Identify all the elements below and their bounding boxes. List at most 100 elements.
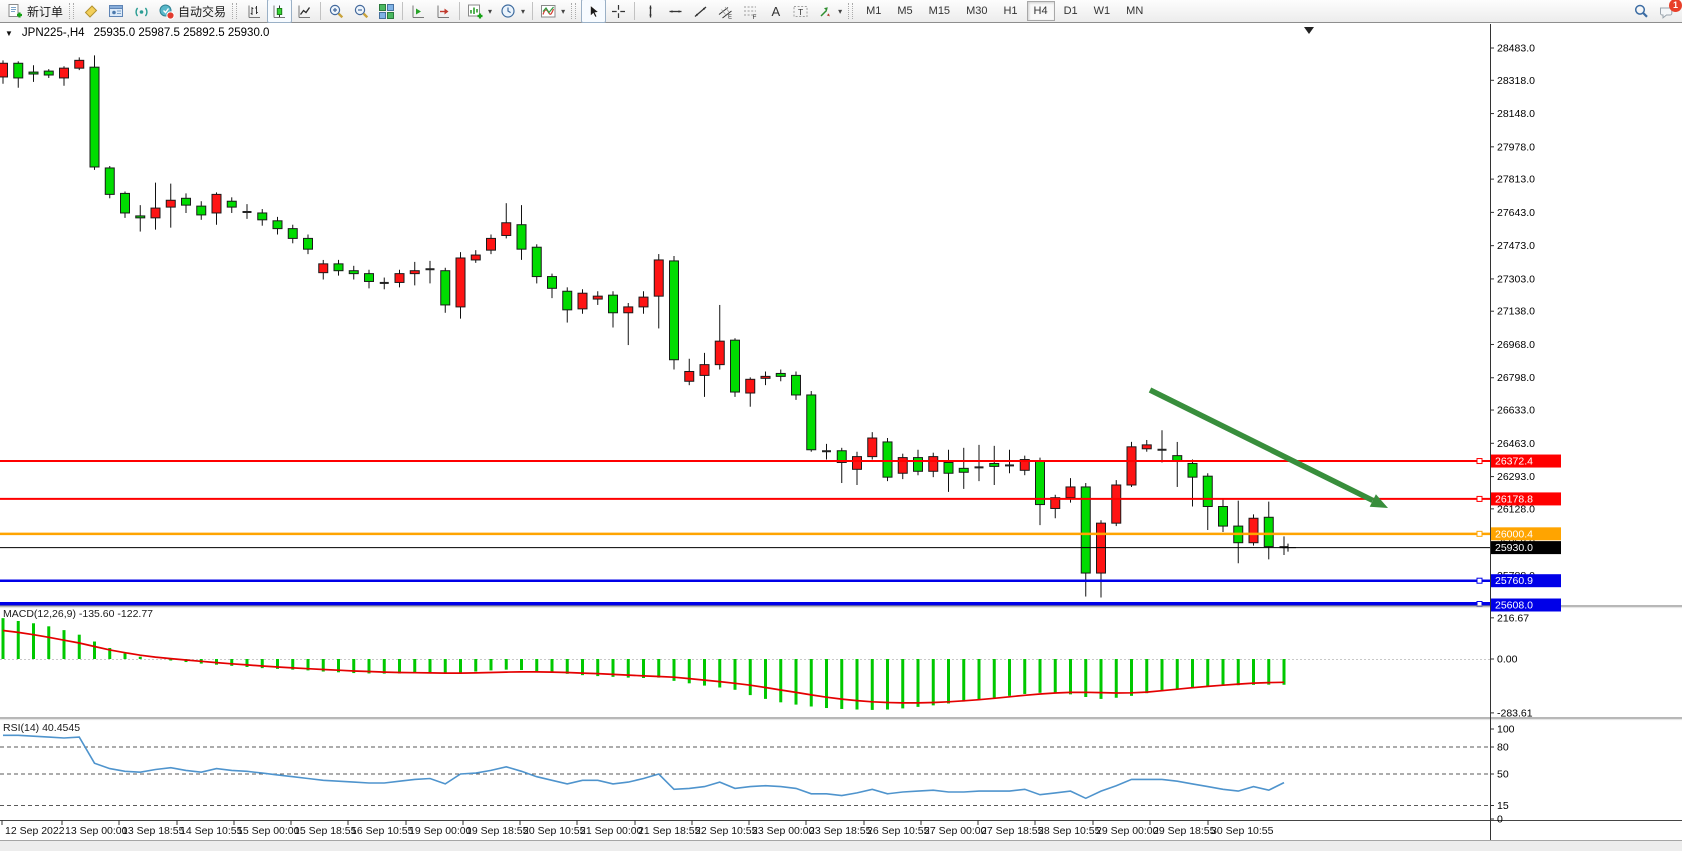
text-icon: A — [767, 3, 784, 20]
timeframe-h4-button[interactable]: H4 — [1026, 1, 1055, 21]
vertical-line-button[interactable] — [638, 0, 663, 23]
candle — [409, 270, 420, 275]
candle — [318, 263, 329, 274]
candle — [74, 59, 85, 69]
search-button[interactable] — [1629, 0, 1654, 23]
candle — [989, 462, 1000, 467]
text-button[interactable]: A — [763, 0, 788, 23]
channel-icon: E — [717, 3, 734, 20]
arrows-button[interactable]: ▾ — [813, 0, 846, 23]
candle — [1019, 459, 1030, 471]
toolbar-separator — [320, 2, 322, 20]
crosshair-icon — [610, 3, 627, 20]
fibonacci-button[interactable]: F — [738, 0, 763, 23]
time-tick-label: 26 Sep 10:55 — [867, 825, 930, 837]
zoom-in-button[interactable] — [324, 0, 349, 23]
macd-tick-label: -283.61 — [1497, 707, 1533, 719]
collapse-caret-icon[interactable]: ▼ — [5, 28, 13, 38]
timeframe-m30-button[interactable]: M30 — [966, 5, 988, 17]
charts-toggle-button[interactable] — [79, 0, 104, 23]
tile-windows-button[interactable] — [374, 0, 399, 23]
candle — [1202, 475, 1213, 508]
text-label-button[interactable]: T — [788, 0, 813, 23]
new-order-icon — [7, 3, 24, 20]
candle — [501, 222, 512, 236]
candle — [89, 66, 100, 168]
market-watch-button[interactable] — [104, 0, 129, 23]
signals-button[interactable] — [129, 0, 154, 23]
candle — [653, 259, 664, 297]
svg-text:T: T — [798, 6, 803, 16]
toolbar-grip[interactable] — [232, 3, 238, 19]
timeframe-w1-button[interactable]: W1 — [1093, 5, 1111, 17]
horizontal-line-button[interactable] — [663, 0, 688, 23]
crosshair-button[interactable] — [606, 0, 631, 23]
candle — [1187, 462, 1198, 478]
time-tick-label: 30 Sep 10:55 — [1211, 825, 1274, 837]
charts-tag-icon — [83, 3, 100, 20]
auto-trading-button[interactable]: 自动交易 — [154, 0, 230, 23]
bar-chart-mode-button[interactable] — [242, 0, 267, 23]
periods-button[interactable]: ▾ — [496, 0, 529, 23]
timeframe-mn-button[interactable]: MN — [1126, 5, 1144, 17]
timeframe-m1-button[interactable]: M1 — [866, 5, 882, 17]
level-handle[interactable] — [1476, 458, 1483, 465]
trend-arrow-head[interactable] — [1369, 494, 1388, 508]
chevron-down-icon[interactable]: ▾ — [488, 6, 493, 16]
candle — [836, 450, 847, 463]
timeframe-m5-button[interactable]: M5 — [897, 5, 913, 17]
line-chart-mode-button[interactable] — [292, 0, 317, 23]
candle — [257, 212, 268, 221]
rsi-tick-label: 50 — [1497, 769, 1509, 781]
candle-doji — [974, 466, 984, 469]
cursor-button[interactable] — [581, 0, 607, 23]
chevron-down-icon[interactable]: ▾ — [521, 6, 526, 16]
price-label-text: 26000.4 — [1495, 528, 1533, 540]
chart-background — [0, 23, 1682, 851]
toolbar-grip[interactable] — [69, 3, 75, 19]
candle — [333, 263, 344, 272]
candlestick-mode-button[interactable] — [267, 0, 293, 23]
timeframe-h1-button[interactable]: H1 — [1003, 5, 1018, 17]
new-order-button[interactable]: 新订单 — [3, 0, 67, 23]
timeframe-d1-button[interactable]: D1 — [1063, 5, 1078, 17]
price-tick-label: 28483.0 — [1497, 43, 1535, 55]
bottom-strip — [0, 841, 1682, 851]
chart-shift-marker-icon[interactable] — [1304, 27, 1314, 34]
time-tick-label: 15 Sep 00:00 — [237, 825, 300, 837]
current-price-label-box — [1491, 541, 1561, 555]
equidistant-channel-button[interactable]: E — [713, 0, 738, 23]
new-chart-icon — [467, 3, 484, 20]
auto-scroll-button[interactable] — [406, 0, 431, 23]
candle — [577, 292, 588, 310]
trend-arrow-shaft[interactable] — [1148, 387, 1374, 503]
candle — [714, 340, 725, 366]
toolbar-grip[interactable] — [571, 3, 577, 19]
price-label-box — [1491, 598, 1561, 612]
candle — [272, 220, 283, 230]
candle — [1141, 444, 1152, 450]
chat-button[interactable]: 1 — [1654, 0, 1682, 23]
level-handle[interactable] — [1476, 577, 1483, 584]
arrows-icon — [817, 3, 834, 20]
timeframe-m15-button[interactable]: M15 — [928, 5, 951, 17]
svg-text:A: A — [772, 4, 781, 19]
candle — [455, 257, 466, 308]
toolbar-grip[interactable] — [848, 3, 854, 19]
candle — [287, 228, 298, 239]
indicators-button[interactable]: ▾ — [536, 0, 569, 23]
new-chart-button[interactable]: ▾ — [463, 0, 496, 23]
chart-shift-button[interactable] — [431, 0, 456, 23]
trendline-button[interactable] — [688, 0, 713, 23]
tile-windows-icon — [378, 3, 395, 20]
candle — [516, 224, 527, 250]
chevron-down-icon[interactable]: ▾ — [838, 6, 843, 16]
level-handle[interactable] — [1476, 495, 1483, 502]
candle — [852, 456, 862, 470]
zoom-out-button[interactable] — [349, 0, 374, 23]
toolbar: 新订单 自动交易 ▾ ▾ ▾ E F A T ▾ M1 M5 M15 M30 H1 H4 D1 W1 MN 1 — [0, 0, 1682, 23]
chart-shift-icon — [435, 3, 452, 20]
chevron-down-icon[interactable]: ▾ — [561, 6, 566, 16]
level-handle[interactable] — [1476, 530, 1483, 537]
